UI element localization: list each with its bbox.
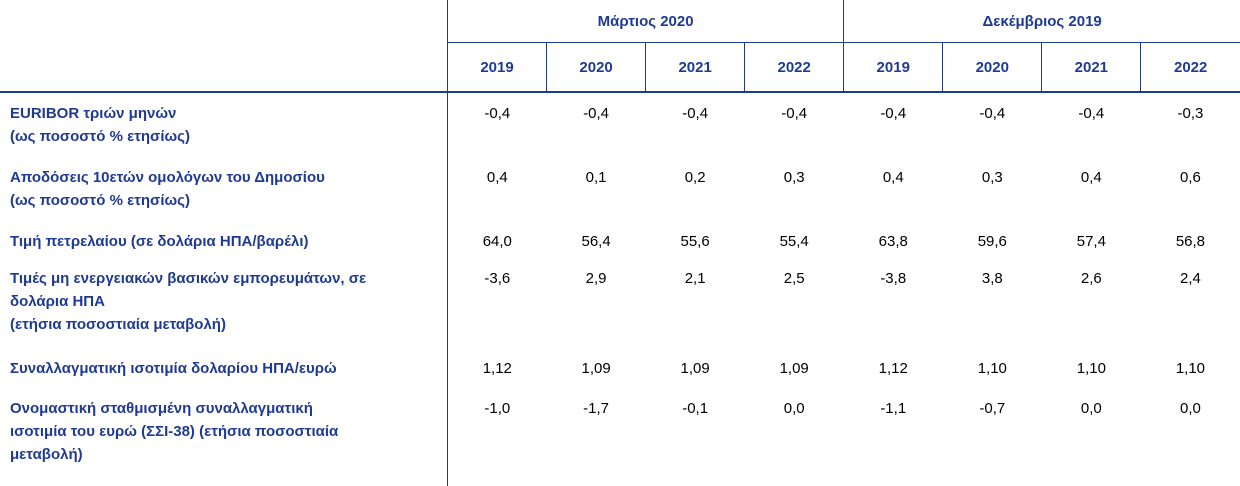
table-cell: 0,0 <box>1180 400 1201 417</box>
table-cell: 0,1 <box>585 169 607 186</box>
year-header: 2020 <box>942 42 1042 93</box>
row-label: Τιμή πετρελαίου (σε δολάρια ΗΠΑ/βαρέλι) <box>0 221 448 258</box>
table-cell: 1,12 <box>878 360 908 377</box>
table-cell: -0,4 <box>880 105 907 122</box>
row-label-line: (ως ποσοστό % ετησίως) <box>10 192 190 209</box>
table-cell: 0,0 <box>1080 400 1102 417</box>
row-label: EURIBOR τριών μηνών (ως ποσοστό % ετησίω… <box>0 92 448 157</box>
table-cell: 1,09 <box>581 360 611 377</box>
table-row-oil-price: Τιμή πετρελαίου (σε δολάρια ΗΠΑ/βαρέλι) … <box>0 221 1240 258</box>
table-cell: 0,4 <box>1080 169 1102 186</box>
row-label-line: (ετήσια ποσοστιαία μεταβολή) <box>10 316 226 333</box>
table-cell: 56,8 <box>1175 233 1206 250</box>
table-cell: -3,6 <box>447 258 547 348</box>
table-cell: -0,4 <box>447 92 547 157</box>
row-label-line: Τιμές μη ενεργειακών βασικών εμπορευμάτω… <box>10 270 367 287</box>
table-cell: -0,4 <box>583 105 610 122</box>
row-label-line: μεταβολή) <box>10 446 83 463</box>
table-cell: -0,3 <box>1177 105 1204 122</box>
row-label-line: Συναλλαγματική ισοτιμία δολαρίου ΗΠΑ/ευρ… <box>10 360 337 377</box>
row-label: Συναλλαγματική ισοτιμία δολαρίου ΗΠΑ/ευρ… <box>0 348 448 388</box>
row-label-line: Αποδόσεις 10ετών ομολόγων του Δημοσίου <box>10 169 325 186</box>
table-cell: 3,8 <box>981 270 1003 287</box>
table-cell: 0,4 <box>447 157 547 221</box>
table-cell: 1,09 <box>779 360 809 377</box>
table-cell: 1,09 <box>680 360 710 377</box>
table-cell: -3,8 <box>880 270 907 287</box>
row-label-line: EURIBOR τριών μηνών <box>10 105 177 122</box>
table-cell: 1,12 <box>447 348 547 388</box>
year-header: 2022 <box>1140 42 1240 93</box>
table-cell: -0,4 <box>979 105 1006 122</box>
table-cell: 63,8 <box>878 233 908 250</box>
table-cell: 64,0 <box>447 221 547 258</box>
year-header: 2021 <box>1041 42 1141 93</box>
row-label-line: δολάρια ΗΠΑ <box>10 293 105 310</box>
table-cell: 0,3 <box>981 169 1003 186</box>
table-cell: 55,6 <box>680 233 710 250</box>
table-cell: 55,4 <box>779 233 809 250</box>
year-header: 2019 <box>447 42 547 93</box>
table-cell: -1,1 <box>880 400 907 417</box>
row-label-line: Τιμή πετρελαίου (σε δολάρια ΗΠΑ/βαρέλι) <box>10 233 309 250</box>
group-header-march-2020: Μάρτιος 2020 <box>447 0 844 43</box>
row-label: Τιμές μη ενεργειακών βασικών εμπορευμάτω… <box>0 258 448 348</box>
row-label: Ονομαστική σταθμισμένη συναλλαγματική ισ… <box>0 388 448 486</box>
table-row-nominal-effective-rate: Ονομαστική σταθμισμένη συναλλαγματική ισ… <box>0 388 1240 486</box>
table-cell: 2,6 <box>1080 270 1102 287</box>
table-cell: -0,4 <box>1078 105 1105 122</box>
table-cell: 2,1 <box>684 270 706 287</box>
table-cell: 0,4 <box>882 169 904 186</box>
table-cell: 57,4 <box>1076 233 1106 250</box>
row-label-line: ισοτιμία του ευρώ (ΣΣΙ-38) (ετήσια ποσοσ… <box>10 423 339 440</box>
corner-blank <box>0 0 448 43</box>
row-label-line: (ως ποσοστό % ετησίως) <box>10 128 190 145</box>
table-row-bond-yields: Αποδόσεις 10ετών ομολόγων του Δημοσίου (… <box>0 157 1240 221</box>
corner-blank-years <box>0 42 448 93</box>
table-cell: 1,10 <box>1076 360 1106 377</box>
table-row-non-energy-commodities: Τιμές μη ενεργειακών βασικών εμπορευμάτω… <box>0 258 1240 348</box>
year-header: 2020 <box>546 42 646 93</box>
table-cell: 56,4 <box>581 233 611 250</box>
table-row-usd-eur-rate: Συναλλαγματική ισοτιμία δολαρίου ΗΠΑ/ευρ… <box>0 348 1240 388</box>
table-cell: 0,0 <box>783 400 805 417</box>
row-label: Αποδόσεις 10ετών ομολόγων του Δημοσίου (… <box>0 157 448 221</box>
table-cell: 0,3 <box>783 169 805 186</box>
table-cell: 0,6 <box>1180 169 1201 186</box>
table-cell: -0,4 <box>682 105 709 122</box>
table-cell: -0,1 <box>682 400 709 417</box>
year-header: 2022 <box>744 42 844 93</box>
table-cell: -1,0 <box>447 388 547 486</box>
group-header-december-2019: Δεκέμβριος 2019 <box>843 0 1240 43</box>
table-cell: 2,9 <box>585 270 607 287</box>
year-header: 2019 <box>843 42 943 93</box>
table-cell: -1,7 <box>583 400 610 417</box>
year-header-row: 2019 2020 2021 2022 2019 2020 2021 2022 <box>0 42 1240 93</box>
table-cell: -0,7 <box>979 400 1006 417</box>
table-cell: 2,5 <box>783 270 805 287</box>
row-label-line: Ονομαστική σταθμισμένη συναλλαγματική <box>10 400 313 417</box>
table-row-euribor: EURIBOR τριών μηνών (ως ποσοστό % ετησίω… <box>0 92 1240 157</box>
table-cell: 1,10 <box>977 360 1007 377</box>
table-cell: 59,6 <box>977 233 1007 250</box>
year-header: 2021 <box>645 42 745 93</box>
group-header-row: Μάρτιος 2020 Δεκέμβριος 2019 <box>0 0 1240 43</box>
table-cell: 2,4 <box>1180 270 1201 287</box>
table-cell: -0,4 <box>781 105 808 122</box>
table-cell: 1,10 <box>1175 360 1206 377</box>
table-cell: 0,2 <box>684 169 706 186</box>
